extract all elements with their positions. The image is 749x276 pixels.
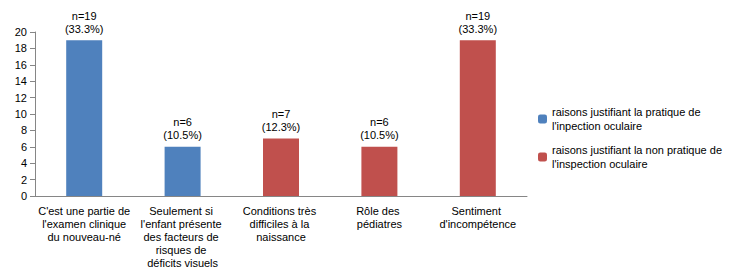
svg-text:14: 14 — [15, 75, 27, 87]
svg-text:l'enfant présente: l'enfant présente — [141, 218, 225, 230]
svg-text:8: 8 — [21, 124, 27, 136]
svg-text:Rôle des: Rôle des — [356, 205, 402, 217]
svg-text:10: 10 — [15, 108, 27, 120]
svg-text:18: 18 — [15, 42, 27, 54]
svg-text:n=6: n=6 — [173, 116, 192, 128]
svg-text:du nouveau-né: du nouveau-né — [47, 231, 120, 243]
svg-text:déficits visuels: déficits visuels — [147, 257, 218, 269]
svg-text:l'inpection oculaire: l'inpection oculaire — [552, 120, 642, 132]
svg-text:Sentiment: Sentiment — [452, 205, 505, 217]
svg-text:raisons justifiant la non prat: raisons justifiant la non pratique de — [552, 144, 725, 156]
svg-text:4: 4 — [21, 157, 27, 169]
svg-text:risques de: risques de — [156, 244, 210, 256]
svg-text:12: 12 — [15, 92, 27, 104]
svg-text:Seulement si: Seulement si — [149, 205, 216, 217]
svg-text:(10.5%): (10.5%) — [360, 129, 399, 141]
svg-text:des facteurs de: des facteurs de — [143, 231, 221, 243]
svg-text:20: 20 — [15, 26, 27, 38]
svg-text:pédiatres: pédiatres — [357, 218, 403, 230]
svg-text:raisons justifiant la pratique: raisons justifiant la pratique de — [552, 106, 704, 118]
svg-text:2: 2 — [21, 174, 27, 186]
svg-text:l'examen clinique: l'examen clinique — [39, 218, 129, 230]
svg-text:0: 0 — [21, 190, 27, 202]
svg-text:d'incompétence: d'incompétence — [439, 218, 516, 230]
svg-text:(12.3%): (12.3%) — [262, 121, 301, 133]
svg-text:n=6: n=6 — [370, 116, 389, 128]
svg-text:16: 16 — [15, 59, 27, 71]
svg-text:(33.3%): (33.3%) — [65, 23, 104, 35]
svg-text:l'inspection oculaire: l'inspection oculaire — [552, 158, 648, 170]
svg-text:(10.5%): (10.5%) — [163, 129, 202, 141]
svg-text:Conditions très: Conditions très — [243, 205, 319, 217]
svg-text:n=19: n=19 — [465, 10, 490, 22]
svg-text:n=7: n=7 — [272, 108, 291, 120]
svg-text:(33.3%): (33.3%) — [459, 23, 498, 35]
svg-text:6: 6 — [21, 141, 27, 153]
svg-text:naissance: naissance — [256, 231, 306, 243]
svg-text:C'est une partie de: C'est une partie de — [38, 205, 130, 217]
svg-text:difficiles à la: difficiles à la — [250, 218, 313, 230]
svg-text:n=19: n=19 — [72, 10, 97, 22]
